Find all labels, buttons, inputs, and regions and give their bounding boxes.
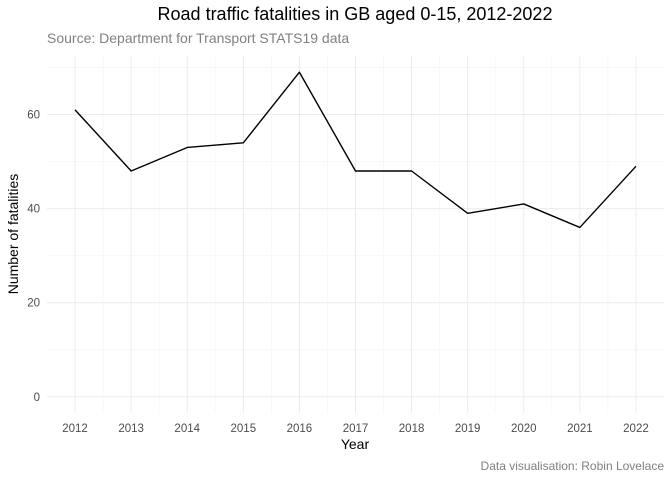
series (74, 71, 637, 229)
x-tick-label: 2014 (174, 423, 200, 435)
x-tick-label: 2019 (455, 423, 481, 435)
x-tick-label: 2021 (567, 423, 593, 435)
x-tick-label: 2020 (511, 423, 537, 435)
x-tick-label: 2017 (343, 423, 369, 435)
x-axis-ticks: 2012 2013 2014 2015 2016 2017 2018 2019 2020 2021… (62, 423, 649, 435)
x-tick-label: 2022 (623, 423, 649, 435)
y-tick-label: 20 (27, 298, 40, 310)
x-tick-label: 2016 (287, 423, 313, 435)
x-tick-label: 2013 (118, 423, 144, 435)
series-line (74, 71, 637, 229)
x-tick-label: 2015 (231, 423, 257, 435)
y-tick-label: 60 (27, 110, 40, 122)
grid (47, 56, 664, 413)
x-axis-title: Year (341, 436, 370, 452)
y-axis-ticks: 0 20 40 60 (27, 110, 40, 404)
y-tick-label: 40 (27, 204, 40, 216)
chart-title: Road traffic fatalities in GB aged 0-15,… (158, 4, 553, 24)
chart-subtitle: Source: Department for Transport STATS19… (47, 30, 349, 46)
x-tick-label: 2012 (62, 423, 88, 435)
y-axis-title: Number of fatalities (5, 174, 21, 295)
chart-caption: Data visualisation: Robin Lovelace (481, 459, 665, 473)
y-tick-label: 0 (34, 392, 40, 404)
x-tick-label: 2018 (399, 423, 425, 435)
